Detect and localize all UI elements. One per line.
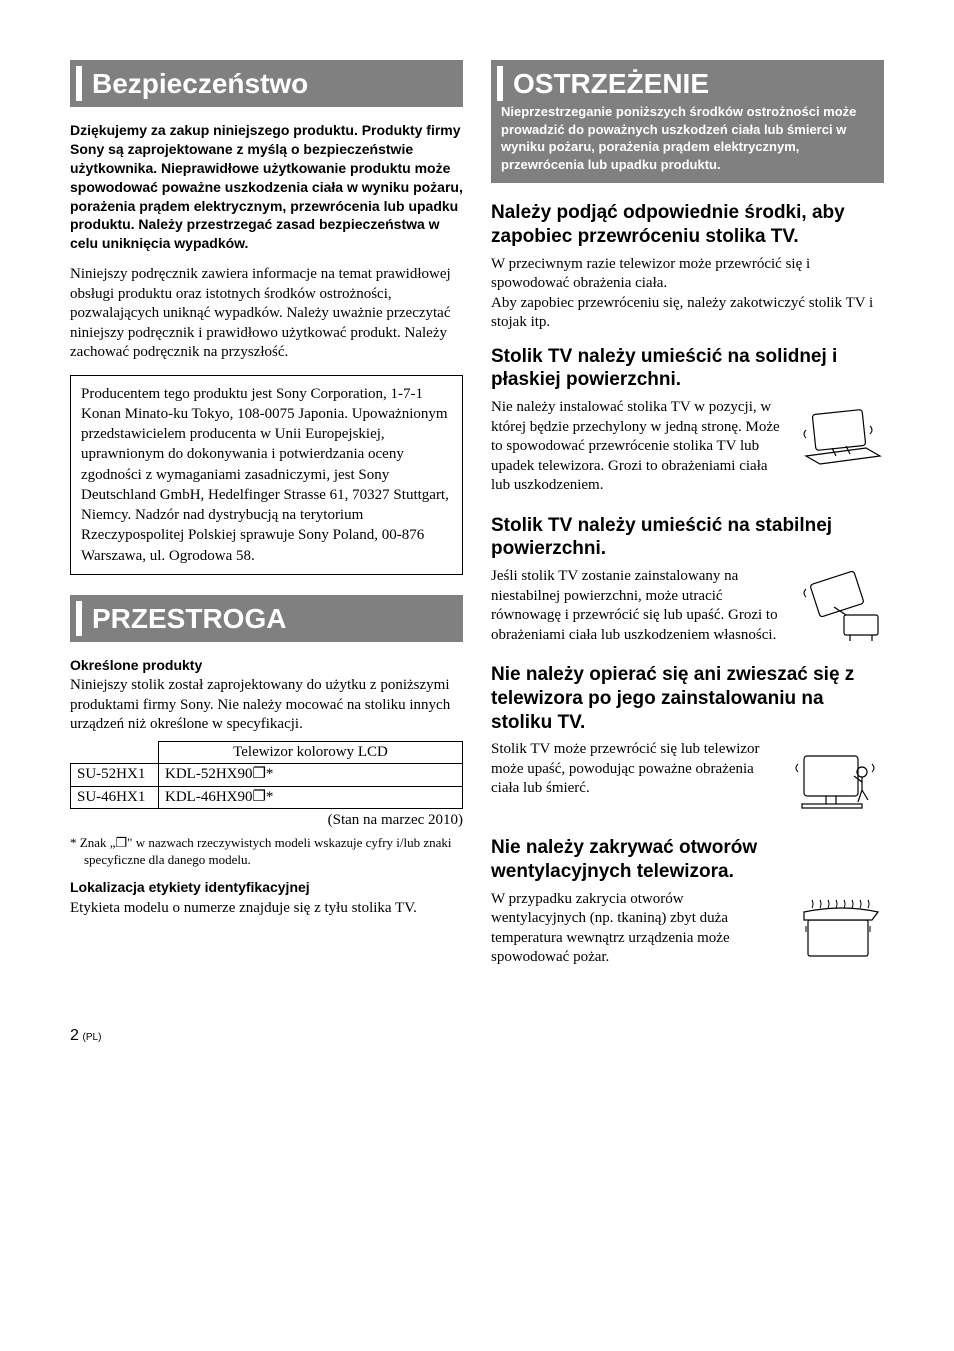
section-5-text: W przypadku zakrycia otworów wentylacyjn… [491,890,782,968]
date-note: (Stan na marzec 2010) [70,811,463,831]
warning-body: Nieprzestrzeganie poniższych środków ost… [491,103,884,183]
section-heading-3: Stolik TV należy umieścić na stabilnej p… [491,514,884,562]
section-3-row: Jeśli stolik TV zostanie zainstalowany n… [491,567,884,645]
section-3-text: Jeśli stolik TV zostanie zainstalowany n… [491,567,782,645]
section-heading-2: Stolik TV należy umieścić na solidnej i … [491,345,884,393]
table-header-empty [71,741,159,764]
warning-title-bar: OSTRZEŻENIE [491,60,884,103]
section-2-row: Nie należy instalować stolika TV w pozyc… [491,398,884,496]
section-4-text: Stolik TV może przewrócić się lub telewi… [491,740,782,818]
two-column-layout: Bezpieczeństwo Dziękujemy za zakup ninie… [70,60,884,986]
intro-bold: Dziękujemy za zakup niniejszego produktu… [70,121,463,253]
covered-vents-icon [792,890,884,968]
left-column: Bezpieczeństwo Dziękujemy za zakup ninie… [70,60,463,986]
leaning-child-icon [792,740,884,818]
section-5-row: W przypadku zakrycia otworów wentylacyjn… [491,890,884,968]
section-1-p2: Aby zapobiec przewróceniu się, należy za… [491,294,884,333]
table-header-row: Telewizor kolorowy LCD [71,741,463,764]
product-table: Telewizor kolorowy LCD SU-52HX1 KDL-52HX… [70,741,463,810]
safety-title: Bezpieczeństwo [76,66,457,101]
table-cell: SU-46HX1 [71,786,159,809]
warning-block: OSTRZEŻENIE Nieprzestrzeganie poniższych… [491,60,884,183]
section-heading-5: Nie należy zakrywać otworów wentylacyjny… [491,836,884,884]
section-1-p1: W przeciwnym razie telewizor może przewr… [491,255,884,294]
section-heading-1: Należy podjąć odpowiednie środki, aby za… [491,201,884,249]
table-cell: KDL-52HX90❐* [159,764,463,787]
spec-body: Niniejszy stolik został zaprojektowany d… [70,676,463,735]
caution-title-bar: PRZESTROGA [70,595,463,642]
page-footer: 2 (PL) [70,1026,884,1047]
table-header: Telewizor kolorowy LCD [159,741,463,764]
section-heading-4: Nie należy opierać się ani zwieszać się … [491,663,884,734]
table-cell: KDL-46HX90❐* [159,786,463,809]
caution-title: PRZESTROGA [76,601,457,636]
table-cell: SU-52HX1 [71,764,159,787]
section-2-text: Nie należy instalować stolika TV w pozyc… [491,398,782,496]
table-row: SU-52HX1 KDL-52HX90❐* [71,764,463,787]
label-heading: Lokalizacja etykiety identyfikacyjnej [70,878,463,896]
label-body: Etykieta modelu o numerze znajduje się z… [70,899,463,919]
tilted-tv-icon [792,398,884,476]
table-row: SU-46HX1 KDL-46HX90❐* [71,786,463,809]
safety-title-bar: Bezpieczeństwo [70,60,463,107]
warning-title: OSTRZEŻENIE [497,66,878,101]
falling-tv-icon [792,567,884,645]
model-footnote: * Znak „❐" w nazwach rzeczywistych model… [70,835,463,869]
page-number: 2 [70,1027,79,1044]
spec-heading: Określone produkty [70,656,463,674]
right-column: OSTRZEŻENIE Nieprzestrzeganie poniższych… [491,60,884,986]
manufacturer-box: Producentem tego produktu jest Sony Corp… [70,375,463,575]
intro-body: Niniejszy podręcznik zawiera informacje … [70,265,463,363]
page-lang: (PL) [83,1032,102,1043]
section-4-row: Stolik TV może przewrócić się lub telewi… [491,740,884,818]
